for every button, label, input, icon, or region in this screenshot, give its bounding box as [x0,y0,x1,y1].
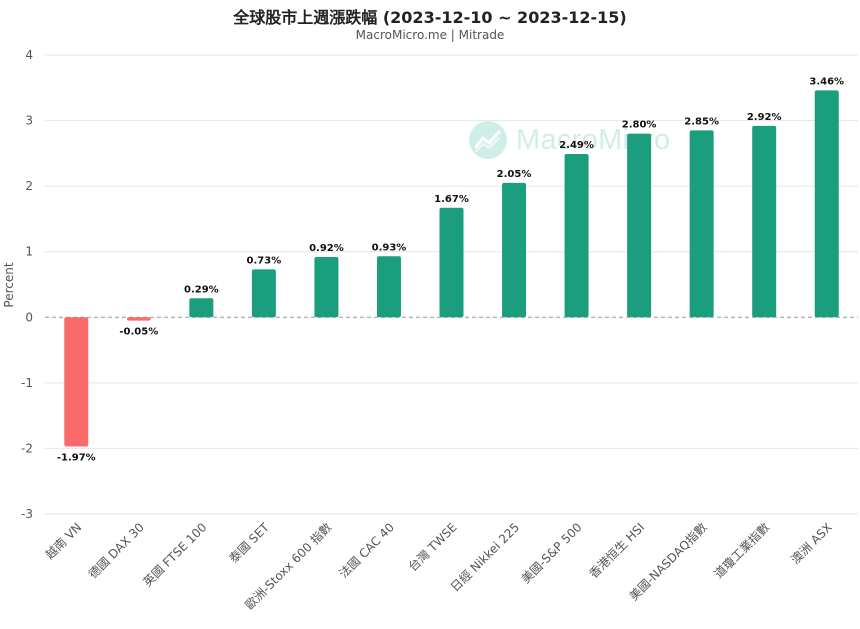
data-label: 2.80% [622,120,657,131]
x-tick-label: 澳洲 ASX [788,520,835,567]
bar [64,317,89,447]
data-label: -0.05% [119,327,158,338]
y-tick-label: 4 [25,48,33,62]
y-tick-label: 2 [25,179,33,193]
y-tick-label: -3 [21,507,33,521]
bar [564,154,589,318]
bar [439,207,464,318]
bar [689,130,714,318]
data-label: 0.93% [372,242,407,253]
bars [64,90,839,447]
x-tick-label: 日經 Nikkei 225 [448,520,522,594]
y-axis-label: Percent [2,262,16,307]
x-tick-label: 法國 CAC 40 [337,520,398,581]
bar [314,256,339,318]
bar [627,133,652,318]
chart-subtitle: MacroMicro.me | Mitrade [355,28,505,42]
x-tick-label: 香港恒生 HSI [586,520,647,581]
data-label: 1.67% [434,194,469,205]
y-tick-label: -2 [21,441,33,455]
bar [251,269,276,318]
x-tick-label: 美國-S&P 500 [519,520,585,586]
data-label: -1.97% [57,452,96,463]
y-tick-label: 0 [25,310,33,324]
bar [502,182,527,318]
data-label: 0.73% [247,255,282,266]
data-label: 0.92% [309,243,344,254]
bar [126,317,151,321]
data-label: 2.92% [747,112,782,123]
bar [814,90,839,318]
x-tick-label: 英國 FTSE 100 [140,520,209,589]
data-label: 2.85% [684,116,719,127]
data-label: 0.29% [184,284,219,295]
data-label: 2.05% [497,169,532,180]
chart-title: 全球股市上週漲跌幅 (2023-12-10 ~ 2023-12-15) [233,8,627,27]
y-tick-label: 1 [25,245,33,259]
y-axis-ticks: 4 3 2 1 0 -1 -2 -3 [21,48,33,521]
x-tick-label: 越南 VN [42,520,84,562]
bar [189,298,214,318]
data-labels: -1.97% -0.05% 0.29% 0.73% 0.92% 0.93% 1.67% 2.0… [57,76,844,463]
data-label: 2.49% [559,140,594,151]
data-label: 3.46% [809,76,844,87]
y-tick-label: 3 [25,114,33,128]
bar [376,256,401,318]
x-tick-label: 台灣 TWSE [405,520,460,575]
y-tick-label: -1 [21,376,33,390]
x-tick-label: 泰國 SET [226,520,272,566]
bar [752,125,777,318]
x-tick-label: 德國 DAX 30 [85,520,147,582]
x-tick-label: 道瓊工業指數 [711,520,773,582]
